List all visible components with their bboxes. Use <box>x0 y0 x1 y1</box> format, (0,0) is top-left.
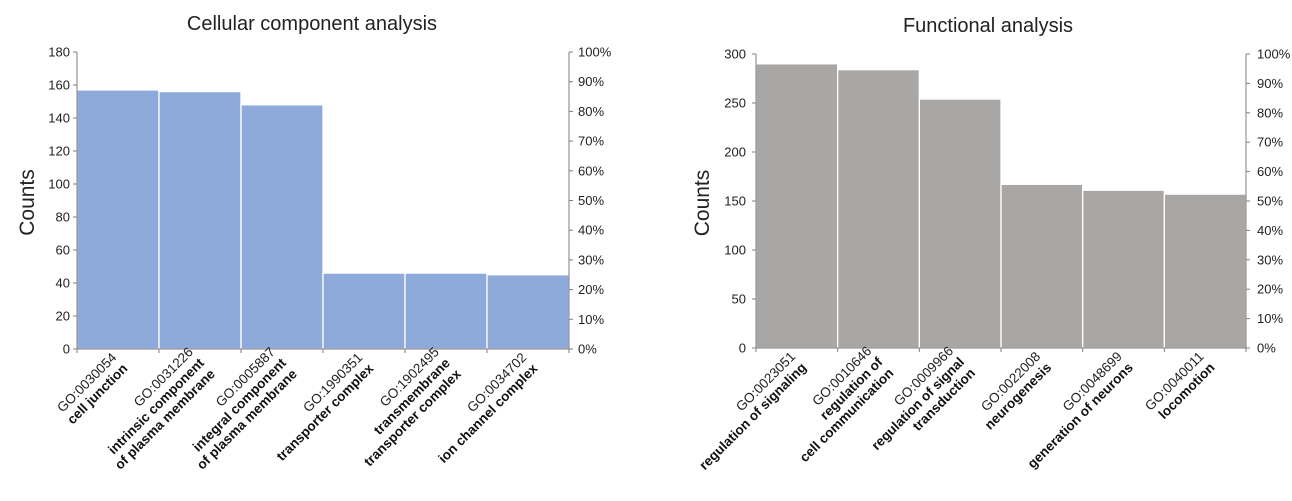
cc-bar <box>76 89 160 350</box>
fa-y-tick-label: 100 <box>724 243 746 258</box>
cc-bar <box>404 272 488 350</box>
fa-y-axis-label: Counts <box>691 170 714 237</box>
cc-y-axis-label: Counts <box>16 169 39 236</box>
cc-y-tick-label: 160 <box>48 78 70 93</box>
fa-bar <box>1000 183 1084 349</box>
fa-y-tick-label: 200 <box>724 145 746 160</box>
cc-y2-tick-label: 30% <box>578 252 604 267</box>
fa-y-tick-label: 250 <box>724 96 746 111</box>
fa-category-label: GO:0023051regulation of signaling <box>685 349 809 473</box>
fa-y2-tick-label: 80% <box>1257 105 1283 120</box>
cc-y-tick-label: 180 <box>48 45 70 60</box>
cc-y-tick-label: 120 <box>48 144 70 159</box>
cc-y2-tick-label: 70% <box>578 134 604 149</box>
cc-bar <box>158 90 242 350</box>
fa-category-description: regulation of signaling <box>696 360 809 473</box>
cc-y2-tick-label: 60% <box>578 163 604 178</box>
fa-bar <box>755 63 839 349</box>
cc-y-tick-label: 40 <box>56 276 70 291</box>
cc-y2-tick-label: 10% <box>578 312 604 327</box>
fa-y2-tick-label: 10% <box>1257 311 1283 326</box>
cc-y2-tick-label: 90% <box>578 74 604 89</box>
cc-y-tick-label: 20 <box>56 309 70 324</box>
fa-chart: Functional analysis Counts 0 50 100 150 200 250… <box>685 15 1291 473</box>
fa-y-tick-label: 50 <box>732 292 746 307</box>
fa-category-label: GO:0040011locomotion <box>1142 349 1218 425</box>
cc-y-tick-label: 0 <box>63 342 70 357</box>
fa-y2-tick-label: 0% <box>1257 341 1276 356</box>
fa-y2-tick-label: 50% <box>1257 194 1283 209</box>
fa-y2-tick-label: 30% <box>1257 252 1283 267</box>
fa-y2-tick-label: 60% <box>1257 164 1283 179</box>
cc-bar <box>322 272 406 350</box>
fa-y2-tick-label: 20% <box>1257 282 1283 297</box>
cc-y-tick-label: 100 <box>48 177 70 192</box>
cc-bar <box>240 104 324 350</box>
cc-y2-tick-label: 80% <box>578 104 604 119</box>
cc-y2-tick-label: 40% <box>578 223 604 238</box>
cc-y2-tick-label: 50% <box>578 193 604 208</box>
fa-bar <box>1163 193 1247 349</box>
fa-chart-title: Functional analysis <box>903 15 1073 37</box>
cc-y-tick-label: 140 <box>48 111 70 126</box>
fa-category-label: GO:0022008neurogenesis <box>971 349 1055 433</box>
cc-y2-tick-label: 20% <box>578 282 604 297</box>
cc-chart: Cellular component analysis Counts 0 20 40 60… <box>16 13 612 472</box>
fa-y2-tick-label: 40% <box>1257 223 1283 238</box>
fa-y-tick-label: 0 <box>739 341 746 356</box>
fa-y-tick-label: 150 <box>724 194 746 209</box>
fa-y2-tick-label: 90% <box>1257 76 1283 91</box>
cc-y2-tick-label: 100% <box>578 45 612 60</box>
fa-bar <box>837 69 920 349</box>
fa-y-tick-label: 300 <box>724 47 746 62</box>
fa-bar <box>1082 189 1165 349</box>
cc-category-label: GO:0030054cell junction <box>53 350 131 428</box>
fa-y2-tick-label: 70% <box>1257 135 1283 150</box>
fa-y2-tick-label: 100% <box>1257 47 1291 62</box>
cc-chart-title: Cellular component analysis <box>187 13 437 35</box>
cc-y-tick-label: 80 <box>56 210 70 225</box>
cc-y-tick-label: 60 <box>56 243 70 258</box>
cc-bar <box>486 274 570 350</box>
fa-bar <box>918 98 1002 349</box>
cc-y2-tick-label: 0% <box>578 342 597 357</box>
